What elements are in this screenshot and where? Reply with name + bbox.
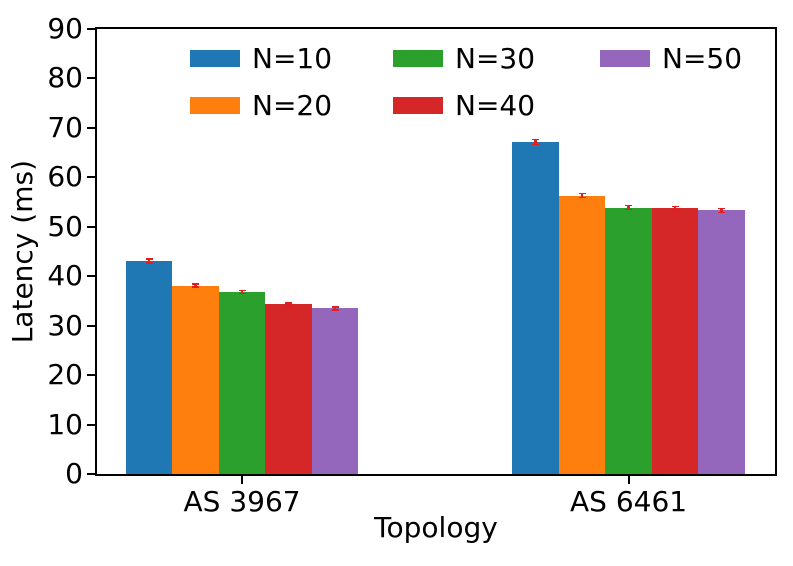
y-tick-label: 90 [47, 12, 83, 45]
error-bar [333, 306, 337, 310]
error-bar [240, 290, 244, 294]
error-bar-cap [285, 305, 293, 307]
y-tick-mark [87, 374, 95, 377]
y-tick-mark [87, 275, 95, 278]
bar-N=50-AS 6461 [698, 210, 745, 474]
x-tick-label-AS 3967: AS 3967 [183, 485, 301, 518]
x-tick-label-AS 6461: AS 6461 [570, 485, 688, 518]
error-bar-cap [578, 192, 586, 195]
error-bar-cap [238, 289, 246, 292]
bar-N=10-AS 6461 [512, 141, 559, 474]
bar-N=30-AS 3967 [218, 292, 266, 474]
error-bar-cap [285, 302, 293, 304]
legend-label-N=50: N=50 [662, 42, 743, 75]
y-tick-label: 30 [47, 308, 83, 342]
error-bar [720, 208, 723, 213]
error-bar-cap [718, 207, 726, 210]
y-tick-mark [87, 126, 95, 129]
y-tick-mark [87, 176, 95, 179]
bar-N=10-AS 3967 [125, 260, 173, 474]
error-bar [673, 206, 677, 211]
error-bar-cap [145, 258, 153, 260]
bar-N=20-AS 3967 [172, 285, 219, 474]
y-tick-mark [87, 324, 95, 327]
y-tick-label: 50 [47, 209, 83, 243]
legend-swatch-N=50 [600, 50, 650, 67]
legend-label-N=10: N=10 [252, 42, 333, 75]
y-tick-label: 20 [47, 358, 83, 392]
y-tick-label: 80 [47, 61, 83, 95]
x-tick-mark [241, 476, 244, 484]
error-bar-cap [238, 292, 246, 295]
error-bar-cap [718, 211, 726, 214]
error-bar [147, 258, 151, 263]
y-tick-label: 70 [47, 110, 83, 144]
error-bar [194, 284, 197, 288]
legend-swatch-N=20 [190, 97, 240, 114]
y-tick-label: 60 [47, 160, 83, 194]
y-tick-mark [87, 28, 95, 30]
error-bar-cap [145, 262, 153, 264]
error-bar-cap [192, 286, 200, 288]
y-tick-mark [87, 423, 95, 426]
bar-N=40-AS 6461 [651, 208, 699, 474]
x-tick-mark [627, 476, 630, 484]
error-bar [627, 205, 630, 210]
error-bar [534, 139, 537, 145]
y-tick-mark [87, 77, 95, 80]
x-axis-label: Topology [374, 511, 498, 544]
y-tick-label: 0 [65, 457, 83, 490]
legend-label-N=20: N=20 [252, 89, 333, 122]
bar-N=40-AS 3967 [265, 304, 312, 474]
plot-area: 0 10 20 30 40 50 60 70 80 90 AS 3967 AS 6461 N=10 N=2… [47, 12, 777, 518]
error-bar-cap [578, 196, 586, 199]
legend-swatch-N=10 [190, 50, 240, 67]
bar-N=50-AS 3967 [311, 308, 359, 474]
error-bar [287, 302, 290, 306]
legend-swatch-N=40 [393, 97, 443, 114]
error-bar-cap [192, 283, 200, 285]
error-bar-cap [331, 309, 339, 311]
error-bar-cap [625, 208, 633, 211]
error-bar-cap [671, 205, 679, 208]
legend-swatch-N=30 [393, 50, 443, 67]
legend-label-N=40: N=40 [455, 89, 536, 122]
y-tick-mark [87, 473, 95, 475]
error-bar-cap [331, 306, 339, 308]
error-bar-cap [625, 204, 633, 207]
bar-N=20-AS 6461 [558, 195, 606, 474]
legend-label-N=30: N=30 [455, 42, 536, 75]
y-tick-label: 40 [47, 259, 83, 293]
error-bar-cap [671, 209, 679, 212]
y-tick-mark [87, 225, 95, 228]
error-bar [580, 193, 584, 198]
error-bar-cap [532, 143, 540, 145]
bar-N=30-AS 6461 [605, 207, 652, 474]
y-tick-label: 10 [47, 407, 83, 441]
error-bar-cap [532, 138, 540, 140]
